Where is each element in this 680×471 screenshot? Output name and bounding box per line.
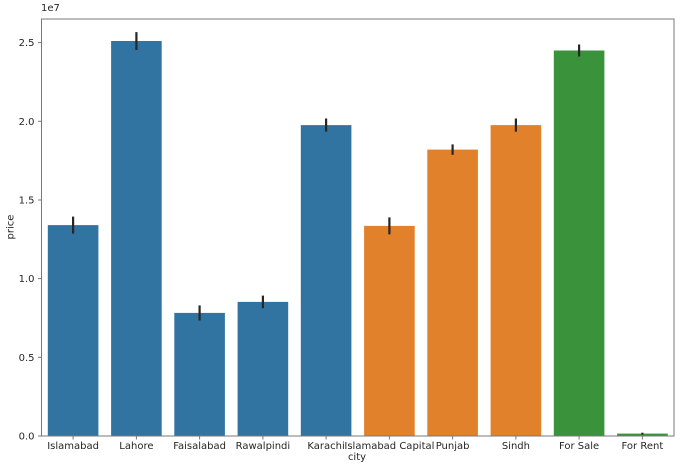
plot-border [41, 18, 675, 437]
y-axis-offset-label: 1e7 [41, 3, 60, 14]
y-tick-label: 1.0 [19, 274, 35, 285]
bar-lahore [111, 41, 162, 436]
bar-islamabad [47, 225, 99, 436]
x-tick-label: Rawalpindi [236, 441, 291, 452]
y-tick-label: 0.5 [19, 353, 35, 364]
y-tick-label: 2.5 [19, 38, 35, 49]
bar-islamabad-capital [364, 225, 415, 436]
x-tick-label: For Rent [622, 441, 664, 452]
y-tick-label: 1.5 [19, 196, 35, 207]
bar-rawalpindi [237, 301, 289, 436]
y-tick-label: 0.0 [19, 432, 35, 443]
y-axis-label: price [5, 214, 17, 240]
bar-for-sale [553, 50, 605, 436]
x-tick-label: For Sale [559, 441, 599, 452]
bar-for-rent [617, 433, 668, 436]
y-tick-label: 2.0 [19, 117, 35, 128]
x-axis-label: city [347, 452, 367, 463]
x-tick-label: Karachi [307, 441, 344, 452]
x-tick-label: Faisalabad [173, 441, 226, 452]
x-tick-label: Sindh [502, 441, 530, 452]
bar-karachi [300, 125, 352, 436]
x-tick-label: Islamabad [47, 441, 99, 452]
x-tick-label: Islamabad Capital [344, 441, 434, 452]
bar-faisalabad [174, 312, 225, 436]
bar-punjab [427, 149, 478, 436]
x-tick-label: Punjab [436, 441, 470, 452]
bar-sindh [490, 125, 542, 436]
x-tick-label: Lahore [119, 441, 153, 452]
